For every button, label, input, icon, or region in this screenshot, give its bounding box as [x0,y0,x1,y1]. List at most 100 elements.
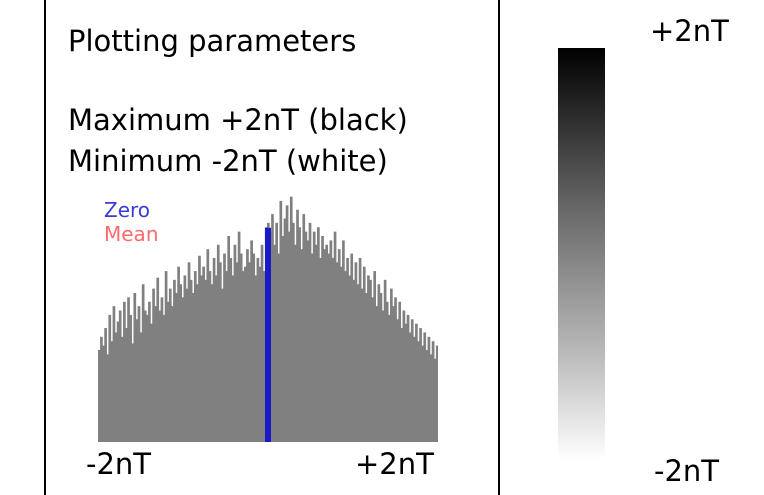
histogram-bar [358,257,362,442]
histogram-bar [325,244,329,442]
histogram-bar [425,349,429,442]
histogram-bar [131,343,135,442]
histogram-bar [229,257,233,442]
histogram-bar [369,279,372,442]
histogram-bar [381,310,385,442]
histogram-bar [158,310,162,442]
histogram-bar [385,301,389,442]
histogram-bar [312,231,316,442]
histogram-bar [396,319,399,442]
histogram-bar [373,271,377,442]
histogram-bar [275,222,278,442]
histogram-bar [112,306,116,442]
histogram-bar [100,336,103,442]
histogram-bar [285,205,289,442]
histogram-bar [206,249,210,442]
colorbar-min-label: -2nT [654,454,720,488]
histogram-bar [329,240,333,442]
histogram-bar [317,227,320,442]
histogram-bar [431,341,435,442]
histogram-bar [404,323,408,442]
histogram-bars [98,196,438,442]
histogram-bar [108,314,112,442]
histogram-bar [323,249,326,442]
histogram-bar [408,332,412,442]
histogram-bar [402,310,406,442]
histogram-bar [145,314,149,442]
histogram-bar [106,354,110,442]
histogram-bar [364,292,368,442]
histogram-bar [394,297,397,442]
histogram-bar [256,257,260,442]
histogram-bar [283,218,287,442]
histogram-bar [390,288,393,442]
histogram-bar [260,244,264,442]
histogram-bar [258,266,262,442]
histogram-bar [400,328,404,442]
histogram-bar [419,328,422,442]
histogram-bar [337,249,341,442]
histogram-bar [171,306,174,442]
histogram-bar [302,214,306,442]
histogram-bar [308,222,312,442]
histogram-bar [281,236,285,442]
histogram-bar [214,275,218,442]
histogram-bar [135,319,139,442]
histogram-bar [125,328,128,442]
colorbar-max-label: +2nT [650,14,729,48]
histogram-bar [164,271,168,442]
histogram-bar [102,345,105,442]
histogram-bar [417,341,420,442]
histogram-bar [244,266,247,442]
histogram-bar [423,332,427,442]
minimum-setting-text: Minimum -2nT (white) [68,144,388,178]
histogram-bar [231,275,235,442]
histogram-max-tick-label: +2nT [355,447,434,481]
histogram-bar [398,301,402,442]
histogram-bar [262,271,266,442]
histogram-bar [118,310,122,442]
histogram-bar [360,288,364,442]
histogram-bar [433,358,437,442]
histogram-bar [271,214,274,442]
histogram-bar [156,277,160,442]
histogram-bar [327,253,331,442]
histogram-bar [202,266,205,442]
histogram-bar [237,231,241,442]
zero-line-marker [265,227,271,442]
histogram-bar [356,284,360,442]
histogram-bar [287,231,291,442]
histogram-bar [104,328,107,442]
histogram-bar [350,253,354,442]
histogram-bar [225,271,228,442]
histogram-bar [298,227,301,442]
histogram-bar [379,292,383,442]
histogram-bar [254,275,258,442]
histogram-bar [162,314,166,442]
maximum-setting-text: Maximum +2nT (black) [68,103,408,137]
colorbar-gradient [558,48,605,460]
panel-title: Plotting parameters [68,24,357,58]
histogram-bar [300,249,304,442]
histogram-bar [179,284,183,442]
histogram-bar [241,271,245,442]
histogram-bar [183,275,187,442]
histogram-bar [354,262,358,442]
histogram-bar [248,262,251,442]
left-border-line [44,0,46,495]
histogram-bar [346,257,349,442]
histogram-bar [294,244,297,442]
legend-zero-label: Zero [104,198,151,222]
histogram-bar [392,306,395,442]
histogram-bar [277,253,281,442]
histogram-bar [196,284,199,442]
histogram-bar [377,284,381,442]
histogram-bar [200,275,203,442]
histogram-bar [221,288,224,442]
histogram-bar [116,321,120,442]
histogram-bar [187,262,191,442]
histogram-bar [333,231,337,442]
histogram-bar [375,306,379,442]
histogram-bar [306,240,310,442]
histogram-bar [98,349,101,442]
